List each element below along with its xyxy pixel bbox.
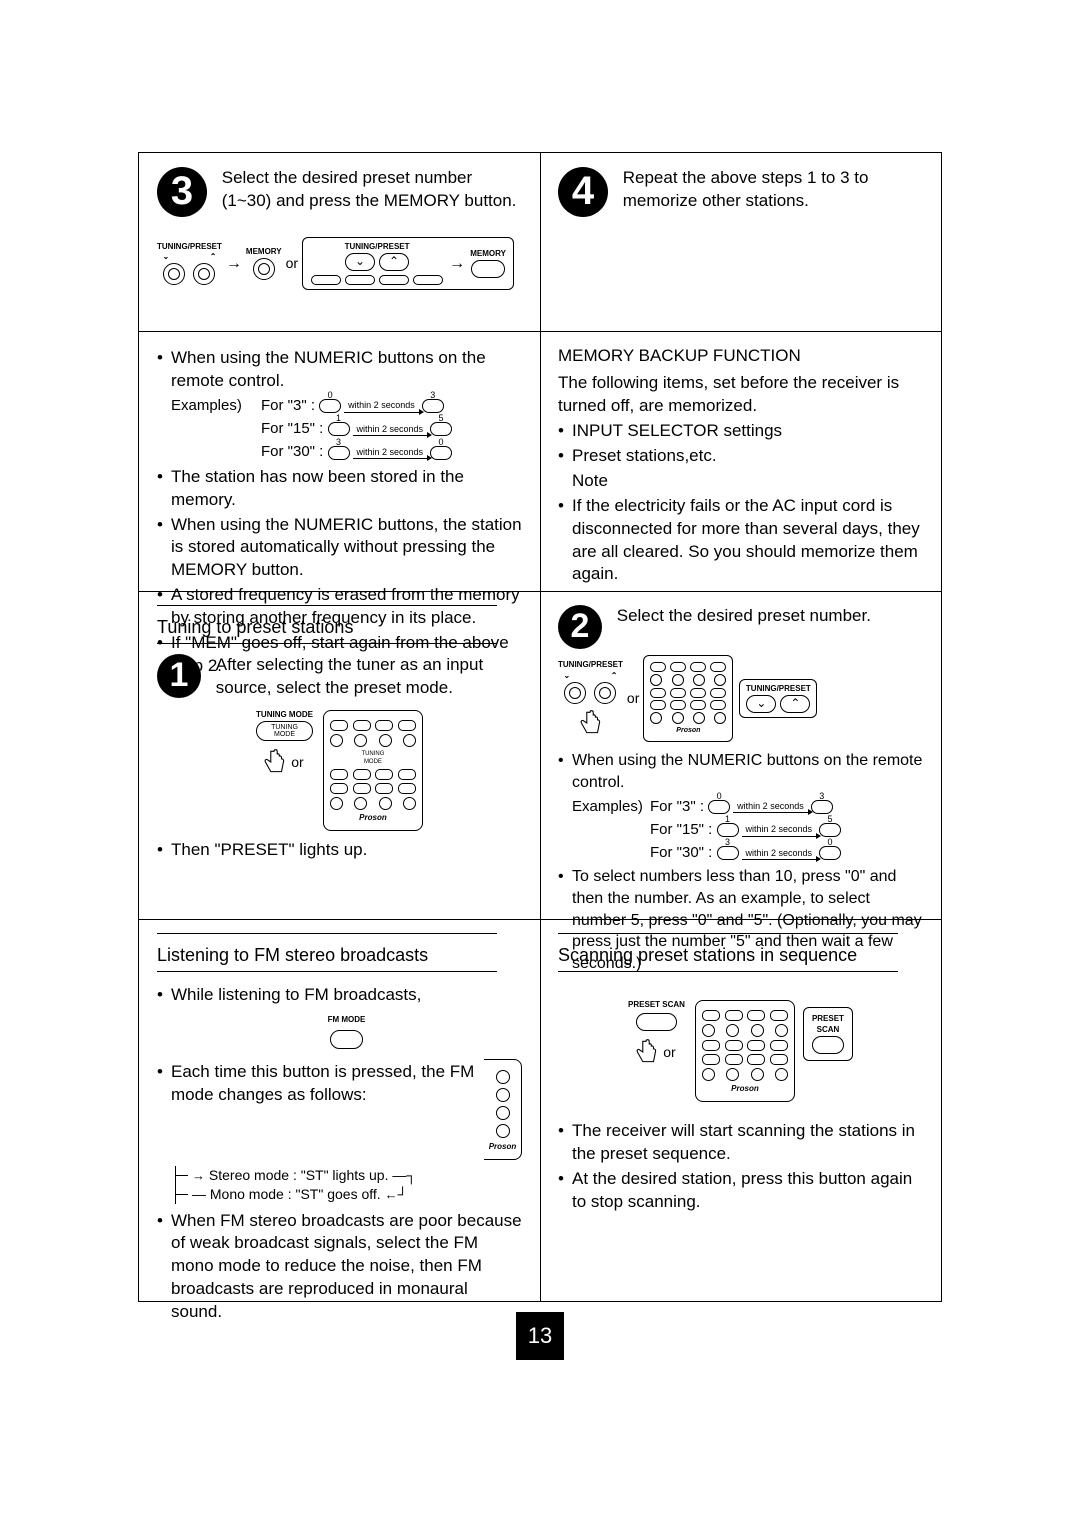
knob-icon <box>594 682 616 704</box>
knob-icon <box>193 263 215 285</box>
step1-number: 1 <box>157 654 201 698</box>
tuning-preset-cell: Tuning to preset stations 1 After select… <box>139 591 540 919</box>
fm-stereo-heading: Listening to FM stereo broadcasts <box>157 943 497 972</box>
bullet: When using the NUMERIC buttons on the re… <box>157 347 522 393</box>
step3-notes-cell: When using the NUMERIC buttons on the re… <box>139 331 540 591</box>
numeric-btn-icon: 1 <box>717 823 739 837</box>
fm-stereo-cell: Listening to FM stereo broadcasts While … <box>139 919 540 1303</box>
preset-scan-label: PRESET SCAN <box>628 1000 685 1011</box>
step4-number: 4 <box>558 167 608 217</box>
within-label: within 2 seconds <box>344 399 419 412</box>
step2-cell: 2 Select the desired preset number. TUNI… <box>540 591 941 919</box>
within-label: within 2 seconds <box>733 800 808 813</box>
bullet: INPUT SELECTOR settings <box>558 420 923 443</box>
tuning-mode-label: TUNING MODE <box>256 710 313 721</box>
tuning-mode-button-icon: TUNING MODE <box>256 721 313 741</box>
hand-icon <box>577 708 603 738</box>
bullet: When using the NUMERIC buttons, the stat… <box>157 514 522 583</box>
step1-text: After selecting the tuner as an input so… <box>216 654 511 700</box>
preset-scan-btn-label: PRESET SCAN <box>810 1014 846 1036</box>
bullet: When using the NUMERIC buttons on the re… <box>558 750 923 793</box>
memory-button-icon <box>471 260 505 278</box>
tuning-preset-heading: Tuning to preset stations <box>157 615 497 644</box>
manual-page: 3 Select the desired preset number (1~30… <box>138 152 942 1302</box>
step3-text: Select the desired preset number (1~30) … <box>222 167 517 213</box>
preset-scan-pill-icon <box>812 1036 844 1054</box>
tuning-preset-label: TUNING/PRESET <box>309 242 445 253</box>
remote-btn-icon <box>413 275 443 285</box>
memory-label: MEMORY <box>246 247 282 258</box>
numeric-btn-icon: 0 <box>430 446 452 460</box>
note-text: If the electricity fails or the AC input… <box>558 495 923 587</box>
memory-backup-cell: MEMORY BACKUP FUNCTION The following ite… <box>540 331 941 591</box>
within-label: within 2 seconds <box>353 423 428 436</box>
scanning-cell: Scanning preset stations in sequence PRE… <box>540 919 941 1303</box>
step3-number: 3 <box>157 167 207 217</box>
step2-text: Select the desired preset number. <box>617 605 912 628</box>
numeric-btn-icon: 3 <box>422 399 444 413</box>
arrow-right-icon: → <box>449 253 465 275</box>
numeric-btn-icon: 3 <box>328 446 350 460</box>
step2-number: 2 <box>558 605 602 649</box>
bullet: When FM stereo broadcasts are poor becau… <box>157 1210 522 1325</box>
hand-icon <box>633 1037 659 1067</box>
bullet: At the desired station, press this butto… <box>558 1168 923 1214</box>
numeric-btn-icon: 3 <box>811 800 833 814</box>
remote-btn-icon <box>379 275 409 285</box>
numeric-btn-icon: 0 <box>708 800 730 814</box>
step4-cell: 4 Repeat the above steps 1 to 3 to memor… <box>540 153 941 331</box>
memory-backup-title: MEMORY BACKUP FUNCTION <box>558 345 923 368</box>
within-label: within 2 seconds <box>742 847 817 860</box>
bullet: Then "PRESET" lights up. <box>157 839 522 862</box>
within-label: within 2 seconds <box>353 446 428 459</box>
fm-mode-button-icon <box>330 1030 363 1048</box>
remote-icon: Proson <box>643 655 733 742</box>
bullet: The receiver will start scanning the sta… <box>558 1120 923 1166</box>
numeric-btn-icon: 5 <box>430 422 452 436</box>
numeric-btn-icon: 5 <box>819 823 841 837</box>
up-pill-icon <box>379 253 409 271</box>
examples-block: Examples) For "3" : 0 within 2 seconds 3… <box>157 396 522 463</box>
or-label: or <box>286 254 298 273</box>
fm-mode-cycle: → Stereo mode : "ST" lights up. —┐ — Mon… <box>171 1166 522 1204</box>
bullet: Preset stations,etc. <box>558 445 923 468</box>
down-pill-icon <box>345 253 375 271</box>
memory-label: MEMORY <box>469 249 507 260</box>
remote-partial-icon: Proson <box>484 1059 522 1160</box>
step3-cell: 3 Select the desired preset number (1~30… <box>139 153 540 331</box>
arrow-right-icon: → <box>226 253 242 275</box>
fm-mode-label: FM MODE <box>171 1015 522 1026</box>
knob-icon <box>163 263 185 285</box>
numeric-btn-icon: 3 <box>717 846 739 860</box>
bullet: While listening to FM broadcasts, FM MOD… <box>157 984 522 1051</box>
tuning-preset-label: TUNING/PRESET <box>558 660 623 671</box>
step4-text: Repeat the above steps 1 to 3 to memoriz… <box>623 167 918 213</box>
scanning-heading: Scanning preset stations in sequence <box>558 943 898 972</box>
numeric-btn-icon: 0 <box>819 846 841 860</box>
or-label: or <box>627 689 639 708</box>
or-label: or <box>291 753 303 772</box>
bullet: Each time this button is pressed, the FM… <box>157 1061 484 1107</box>
hand-icon <box>261 747 287 777</box>
remote-btn-icon <box>311 275 341 285</box>
preset-scan-button-icon <box>636 1013 676 1031</box>
knob-icon <box>253 258 275 280</box>
remote-icon: Proson <box>695 1000 795 1102</box>
numeric-btn-icon: 1 <box>328 422 350 436</box>
note-label: Note <box>558 470 923 493</box>
tuning-preset-label: TUNING/PRESET <box>157 242 222 253</box>
remote-icon: TUNINGMODE Proson <box>323 710 423 831</box>
examples-block: Examples) For "3" : 0 within 2 seconds 3… <box>558 797 923 864</box>
remote-btn-icon <box>345 275 375 285</box>
within-label: within 2 seconds <box>742 823 817 836</box>
page-number: 13 <box>516 1312 564 1360</box>
memory-backup-intro: The following items, set before the rece… <box>558 372 923 418</box>
bullet: The station has now been stored in the m… <box>157 466 522 512</box>
down-pill-icon <box>746 695 776 713</box>
numeric-btn-icon: 0 <box>319 399 341 413</box>
tuning-preset-label: TUNING/PRESET <box>744 684 812 695</box>
knob-icon <box>564 682 586 704</box>
up-pill-icon <box>780 695 810 713</box>
or-label: or <box>663 1043 675 1062</box>
